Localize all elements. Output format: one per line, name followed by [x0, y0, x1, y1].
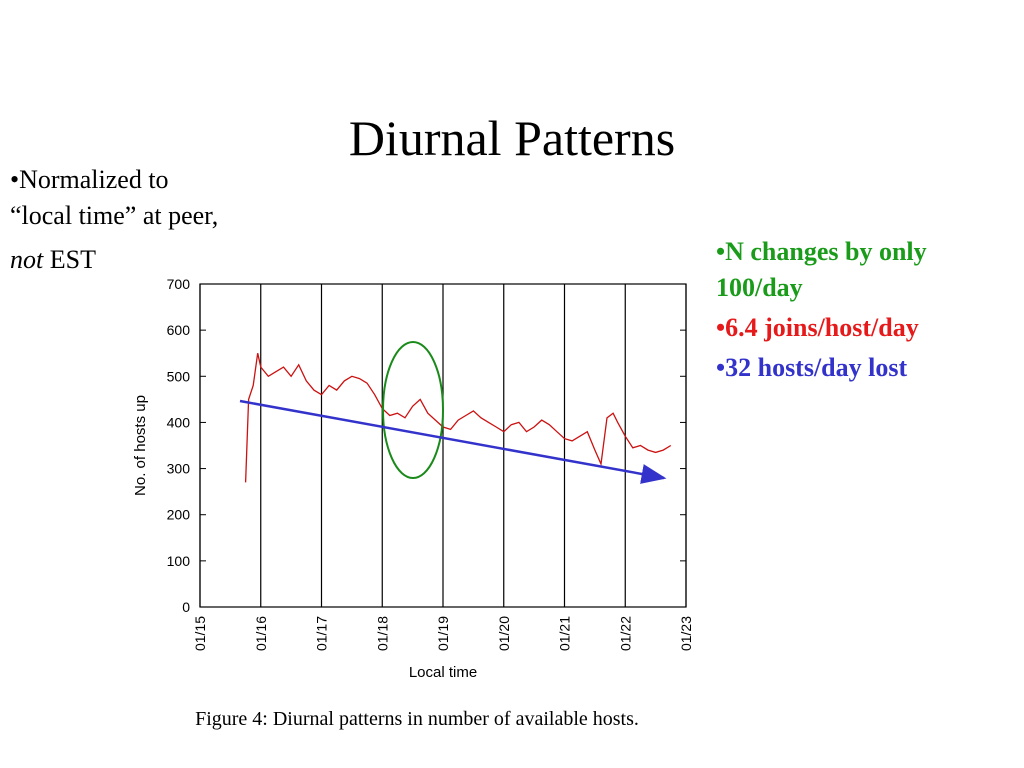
x-tick-label: 01/22 [617, 616, 633, 651]
y-tick-label: 400 [167, 414, 191, 430]
data-line [244, 353, 672, 483]
note-emphasis: not [10, 245, 44, 274]
x-tick-label: 01/18 [374, 616, 390, 651]
note-line: 100/day [716, 273, 803, 302]
figure-caption: Figure 4: Diurnal patterns in number of … [195, 708, 639, 730]
highlight-ellipse [382, 341, 444, 479]
y-tick-label: 200 [167, 507, 191, 523]
y-axis-label: No. of hosts up [132, 395, 149, 496]
y-tick-label: 500 [167, 368, 191, 384]
y-tick-label: 0 [182, 599, 190, 615]
y-tick-label: 300 [167, 461, 191, 477]
note-line: not EST [10, 245, 96, 274]
note-line: •32 hosts/day lost [716, 353, 907, 382]
x-tick-label: 01/16 [253, 616, 269, 651]
trend-arrow [239, 399, 667, 484]
x-axis-label: Local time [409, 664, 477, 681]
note-word: EST [50, 245, 96, 274]
y-tick-label: 100 [167, 553, 191, 569]
x-tick-label: 01/15 [192, 616, 208, 651]
y-tick-label: 700 [167, 276, 191, 292]
x-tick-label: 01/17 [314, 616, 330, 651]
y-tick-label: 600 [167, 322, 191, 338]
x-tick-label: 01/21 [557, 616, 573, 651]
note-line: “local time” at peer, [10, 201, 218, 230]
note-line: •N changes by only [716, 237, 927, 266]
right-notes: •N changes by only 100/day •6.4 joins/host… [716, 237, 927, 382]
note-line: •6.4 joins/host/day [716, 313, 919, 342]
slide-title: Diurnal Patterns [349, 110, 675, 166]
note-line: •Normalized to [10, 165, 169, 194]
x-tick-label: 01/19 [435, 616, 451, 651]
x-tick-label: 01/23 [678, 616, 694, 651]
x-tick-label: 01/20 [496, 616, 512, 651]
plot: 0 100 200 300 400 500 600 700 01/15 01/16 01/17 01/… [132, 276, 694, 681]
